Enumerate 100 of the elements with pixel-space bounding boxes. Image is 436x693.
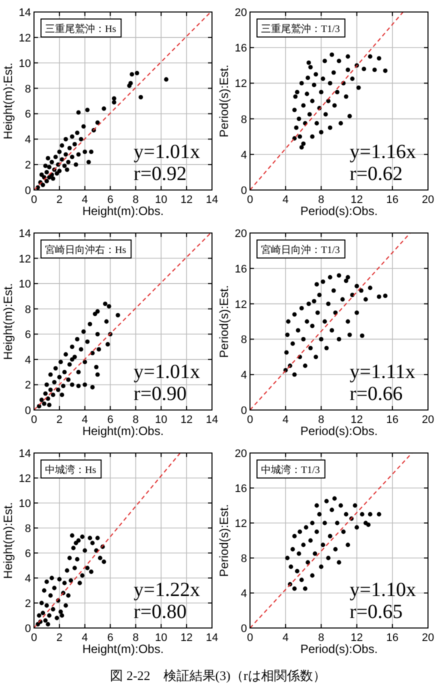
point [52, 380, 57, 384]
point [368, 54, 372, 59]
point [46, 396, 50, 401]
point [46, 622, 50, 626]
point [64, 603, 68, 608]
point [292, 534, 297, 538]
x-tick-label: 8 [318, 194, 324, 206]
point [308, 346, 313, 350]
y-tick-label: 0 [24, 623, 31, 635]
y-tick-label: 16 [234, 483, 247, 495]
point [314, 72, 318, 76]
point [310, 573, 314, 578]
point [82, 150, 88, 154]
point [344, 278, 348, 283]
point [44, 382, 49, 387]
x-tick-label: 4 [282, 414, 289, 426]
y-tick-label: 8 [24, 304, 31, 316]
x-tick-label: 2 [56, 414, 62, 426]
point [296, 551, 302, 556]
point [354, 284, 359, 288]
point [330, 328, 334, 333]
point [68, 578, 74, 583]
point [78, 347, 84, 352]
point [347, 114, 352, 118]
y-tick-label: 0 [24, 405, 31, 417]
annotation: r=0.65 [350, 601, 403, 623]
point [317, 512, 322, 516]
point [292, 372, 297, 377]
y-tick-label: 20 [234, 448, 247, 460]
point [372, 68, 377, 72]
y-tick-label: 16 [234, 42, 247, 55]
x-tick-label: 10 [155, 414, 168, 426]
point [299, 306, 304, 310]
point [344, 512, 348, 516]
point [350, 76, 355, 81]
point [314, 121, 319, 126]
point [94, 364, 98, 370]
point [306, 302, 311, 306]
x-tick-label: 20 [422, 194, 434, 206]
point [78, 136, 84, 142]
point [66, 377, 71, 382]
point [320, 542, 326, 548]
point [85, 340, 90, 344]
annotation: r=0.92 [134, 163, 187, 185]
point [44, 580, 49, 584]
point [314, 282, 319, 287]
point [57, 168, 62, 174]
point [44, 603, 49, 608]
x-tick-label: 14 [206, 414, 218, 426]
y-tick-label: 14 [18, 448, 31, 460]
point [368, 286, 372, 290]
point [322, 319, 327, 324]
text: 宮崎日向沖右：Hs [45, 244, 126, 256]
point [95, 309, 100, 314]
point [359, 288, 364, 293]
point [70, 533, 74, 538]
point [90, 385, 95, 390]
x-axis-title: Height(m):Obs. [82, 204, 164, 218]
point [134, 70, 140, 76]
point [60, 143, 64, 148]
point [67, 362, 72, 367]
y-tick-label: 10 [18, 498, 31, 510]
point [53, 154, 58, 160]
point [103, 302, 108, 306]
point [346, 319, 350, 324]
point [299, 145, 304, 150]
point [82, 360, 88, 364]
y-tick-label: 2 [24, 598, 31, 610]
y-tick-label: 0 [24, 185, 31, 197]
x-axis-title: Height(m):Obs. [82, 642, 164, 656]
y-tick-label: 2 [24, 380, 31, 392]
x-axis-title: Height(m):Obs. [82, 424, 164, 438]
y-tick-label: 4 [240, 370, 247, 382]
caption: 図 2-22 検証結果(3)（rは相関係数） [110, 668, 326, 683]
y-tick-label: 12 [18, 473, 31, 485]
x-tick-label: 16 [386, 632, 399, 644]
point [285, 332, 290, 337]
point [362, 66, 366, 72]
x-tick-label: 6 [107, 414, 114, 426]
y-axis-title: Height(m):Est. [1, 62, 15, 140]
point [383, 68, 388, 73]
point [292, 586, 297, 591]
annotation: y=1.22x [134, 579, 200, 601]
point [90, 540, 95, 546]
point [299, 578, 304, 582]
point [286, 319, 290, 324]
point [323, 112, 328, 117]
point [56, 388, 60, 392]
point [62, 370, 67, 374]
point [75, 337, 80, 342]
y-tick-label: 8 [24, 523, 31, 535]
y-tick-label: 10 [18, 278, 31, 291]
point [75, 557, 80, 562]
x-tick-label: 8 [318, 632, 324, 644]
point [293, 94, 298, 99]
point [81, 329, 86, 334]
point [304, 92, 310, 96]
point [352, 503, 358, 508]
y-tick-label: 12 [18, 32, 31, 44]
point [62, 164, 67, 168]
